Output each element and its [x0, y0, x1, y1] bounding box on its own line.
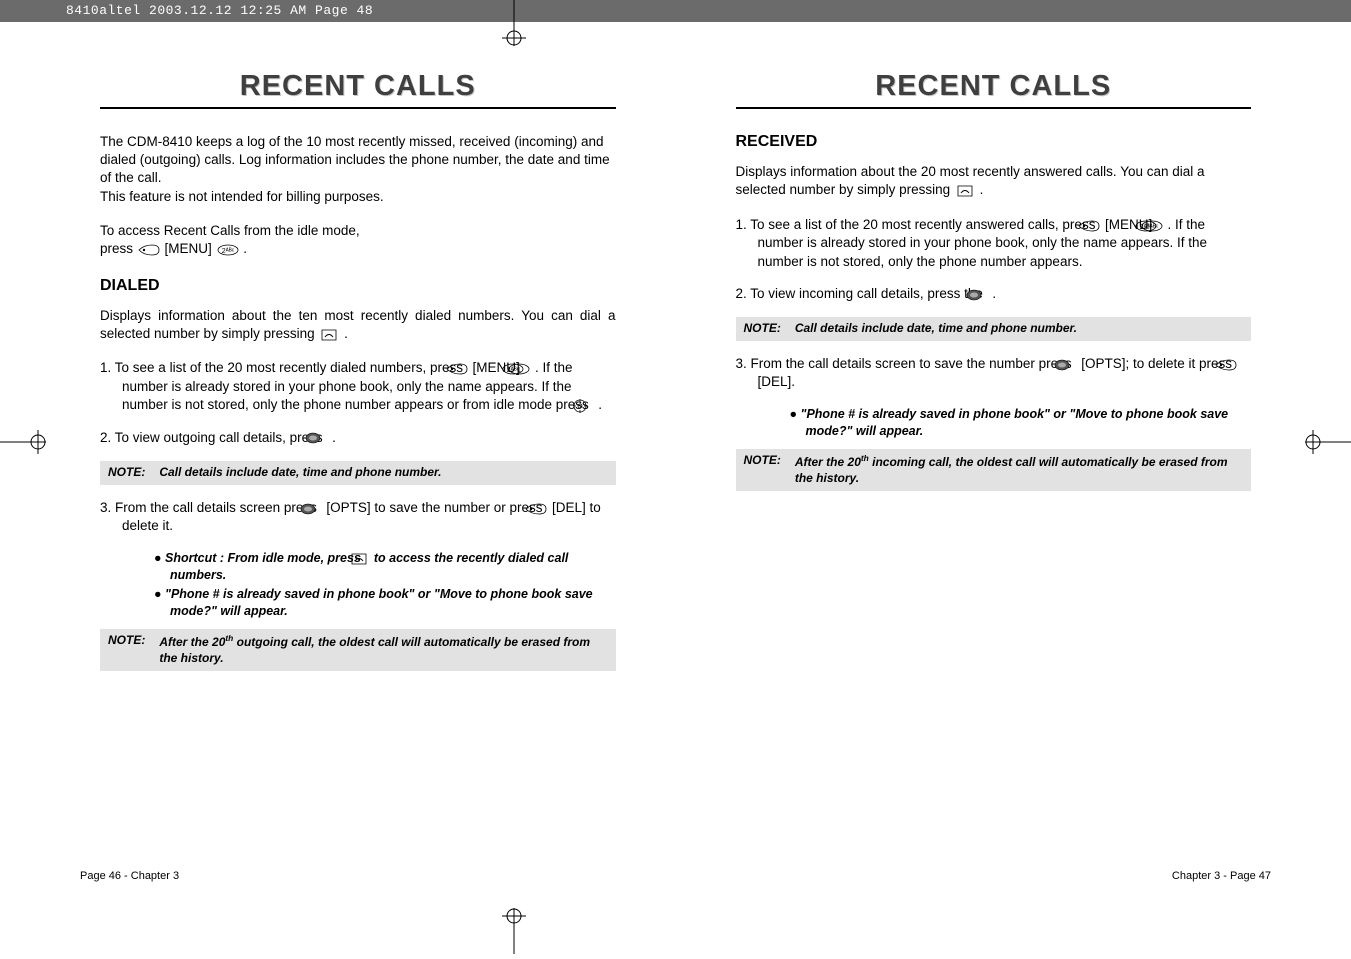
page-footer-left: Page 46 - Chapter 3 [80, 870, 179, 882]
svg-text:1: 1 [517, 367, 521, 374]
s2b: . [328, 430, 336, 445]
s3a: From the call details screen press [115, 500, 321, 515]
page-title: RECENT CALLS [736, 70, 1252, 103]
intro3b: press [100, 241, 137, 256]
crop-mark-right [1305, 420, 1351, 464]
left-page: RECENT CALLS The CDM-8410 keeps a log of… [80, 70, 676, 844]
s3b: [OPTS] to save the number or press [323, 500, 547, 515]
right-page: RECENT CALLS RECEIVED Displays informati… [676, 70, 1272, 844]
s1e: . [595, 397, 603, 412]
note-label: NOTE: [744, 453, 792, 469]
dialed-heading: DIALED [100, 277, 616, 295]
rs3c: [DEL]. [758, 374, 796, 389]
bullet-2: "Phone # is already saved in phone book"… [100, 586, 616, 620]
note-label: NOTE: [108, 633, 156, 649]
bullet-notes: "Phone # is already saved in phone book"… [736, 406, 1252, 440]
dialed-desc-a: Displays information about the ten most … [100, 308, 616, 341]
send-key-icon [365, 550, 369, 567]
rs3b: [OPTS]; to delete it press [1077, 356, 1235, 371]
note-box-2: NOTE: After the 20th outgoing call, the … [100, 629, 616, 670]
note-text: Call details include date, time and phon… [795, 321, 1241, 337]
received-description: Displays information about the 20 most r… [736, 163, 1252, 200]
page-spread: RECENT CALLS The CDM-8410 keeps a log of… [80, 70, 1271, 844]
s1a: To see a list of the 20 most recently di… [115, 360, 467, 375]
rs2b: . [989, 286, 997, 301]
svg-text:2ᴬᴮᶜ: 2ᴬᴮᶜ [1146, 223, 1159, 231]
note-text: Call details include date, time and phon… [159, 465, 605, 481]
page-title: RECENT CALLS [100, 70, 616, 103]
intro3a: To access Recent Calls from the idle mod… [100, 223, 360, 238]
received-heading: RECEIVED [736, 133, 1252, 151]
received-steps-cont: From the call details screen to save the… [736, 355, 1252, 392]
note-label: NOTE: [108, 465, 156, 481]
note-box-2: NOTE: After the 20th incoming call, the … [736, 449, 1252, 490]
title-rule [100, 107, 616, 109]
note-text: After the 20th incoming call, the oldest… [795, 453, 1241, 486]
step-2: To view incoming call details, press the… [736, 285, 1252, 304]
dialed-steps-cont: From the call details screen press [OPTS… [100, 499, 616, 536]
step-1: To see a list of the 20 most recently an… [736, 216, 1252, 271]
dialed-description: Displays information about the ten most … [100, 307, 616, 344]
note-box-1: NOTE: Call details include date, time an… [736, 317, 1252, 341]
send-key-icon [319, 325, 339, 343]
b1a: Shortcut : From idle mode, press [165, 551, 364, 565]
svg-text:2ᴬᴮᶜ: 2ᴬᴮᶜ [221, 247, 234, 255]
step-1: To see a list of the 20 most recently di… [100, 359, 616, 414]
note-text: After the 20th outgoing call, the oldest… [159, 633, 605, 666]
crop-mark-left [0, 420, 46, 464]
bullet-1: Shortcut : From idle mode, press to acce… [100, 550, 616, 584]
rs2a: To view incoming call details, press the [750, 286, 986, 301]
note-label: NOTE: [744, 321, 792, 337]
crop-mark-bottom [492, 908, 536, 954]
rs3a: From the call details screen to save the… [751, 356, 1076, 371]
crop-mark-top [492, 0, 536, 46]
rs1a: To see a list of the 20 most recently an… [750, 217, 1099, 232]
intro-paragraph: The CDM-8410 keeps a log of the 10 most … [100, 133, 616, 206]
bullet-1: "Phone # is already saved in phone book"… [736, 406, 1252, 440]
note-box-1: NOTE: Call details include date, time an… [100, 461, 616, 485]
send-key-icon [955, 182, 975, 200]
access-instruction: To access Recent Calls from the idle mod… [100, 222, 616, 259]
step-3: From the call details screen press [OPTS… [100, 499, 616, 536]
print-header-strip: 8410altel 2003.12.12 12:25 AM Page 48 [0, 0, 1351, 22]
intro3d: . [240, 241, 248, 256]
intro1: The CDM-8410 keeps a log of the 10 most … [100, 134, 610, 185]
intro3c: [MENU] [161, 241, 216, 256]
rd-b: . [976, 182, 984, 197]
bullet-notes: Shortcut : From idle mode, press to acce… [100, 550, 616, 620]
dialed-steps: To see a list of the 20 most recently di… [100, 359, 616, 447]
key-2-icon: 2ᴬᴮᶜ [217, 240, 239, 258]
title-rule [736, 107, 1252, 109]
page-footer-right: Chapter 3 - Page 47 [1172, 870, 1271, 882]
s2a: To view outgoing call details, press [115, 430, 327, 445]
n2a: After the 20 [159, 635, 225, 649]
received-steps: To see a list of the 20 most recently an… [736, 216, 1252, 304]
step-3: From the call details screen to save the… [736, 355, 1252, 392]
softkey-left-icon [138, 240, 160, 258]
step-2: To view outgoing call details, press . [100, 429, 616, 448]
rn2a: After the 20 [795, 455, 861, 469]
intro2: This feature is not intended for billing… [100, 189, 384, 204]
dialed-desc-b: . [340, 326, 348, 341]
